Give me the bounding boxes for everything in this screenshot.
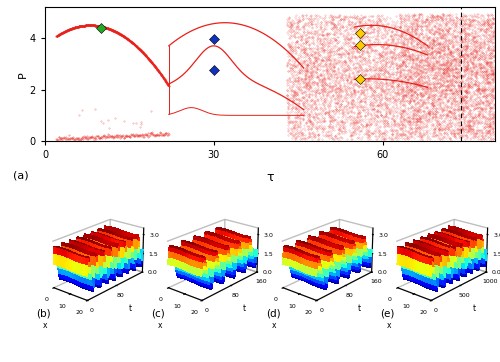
Text: (b): (b) — [36, 308, 51, 318]
X-axis label: x: x — [272, 321, 276, 330]
Y-axis label: t: t — [128, 304, 132, 313]
Text: (e): (e) — [380, 308, 395, 318]
Y-axis label: t: t — [472, 304, 476, 313]
Text: τ: τ — [266, 171, 274, 184]
Y-axis label: t: t — [358, 304, 361, 313]
X-axis label: x: x — [386, 321, 391, 330]
Text: (a): (a) — [14, 171, 29, 181]
Y-axis label: P: P — [18, 71, 28, 77]
X-axis label: x: x — [42, 321, 47, 330]
Text: (d): (d) — [266, 308, 280, 318]
Y-axis label: t: t — [243, 304, 246, 313]
X-axis label: x: x — [158, 321, 162, 330]
Text: (c): (c) — [151, 308, 165, 318]
